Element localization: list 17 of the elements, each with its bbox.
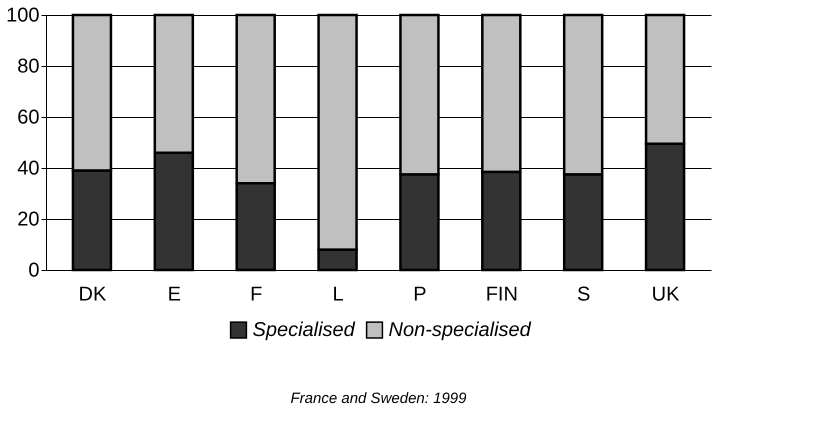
- y-tick-label: 40: [17, 158, 40, 180]
- y-tick-label: 100: [6, 4, 40, 26]
- legend-label: Non-specialised: [388, 319, 532, 342]
- x-tick-label: E: [168, 284, 181, 306]
- x-tick-label: UK: [652, 284, 680, 306]
- y-tick-label: 60: [17, 106, 40, 128]
- legend-label: Specialised: [252, 319, 356, 342]
- x-tick-label: P: [413, 284, 427, 306]
- x-tick-label: L: [332, 284, 344, 306]
- x-tick-label: S: [577, 284, 590, 306]
- text: France and Sweden: 1999: [290, 390, 468, 407]
- x-tick-label: FIN: [486, 284, 518, 306]
- x-tick-label: DK: [78, 284, 107, 306]
- y-tick-label: 0: [28, 260, 40, 282]
- y-tick-label: 80: [17, 56, 40, 78]
- x-tick-label: F: [250, 284, 262, 306]
- y-tick-label: 20: [17, 208, 40, 230]
